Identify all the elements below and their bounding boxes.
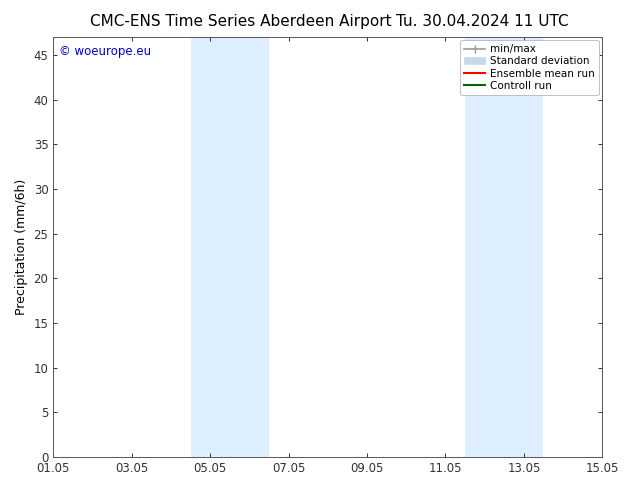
Legend: min/max, Standard deviation, Ensemble mean run, Controll run: min/max, Standard deviation, Ensemble me… <box>460 40 599 95</box>
Text: CMC-ENS Time Series Aberdeen Airport: CMC-ENS Time Series Aberdeen Airport <box>90 14 392 29</box>
Bar <box>191 37 269 457</box>
Text: © woeurope.eu: © woeurope.eu <box>59 46 151 58</box>
Bar <box>465 37 543 457</box>
Text: Tu. 30.04.2024 11 UTC: Tu. 30.04.2024 11 UTC <box>396 14 568 29</box>
Y-axis label: Precipitation (mm/6h): Precipitation (mm/6h) <box>15 179 28 315</box>
